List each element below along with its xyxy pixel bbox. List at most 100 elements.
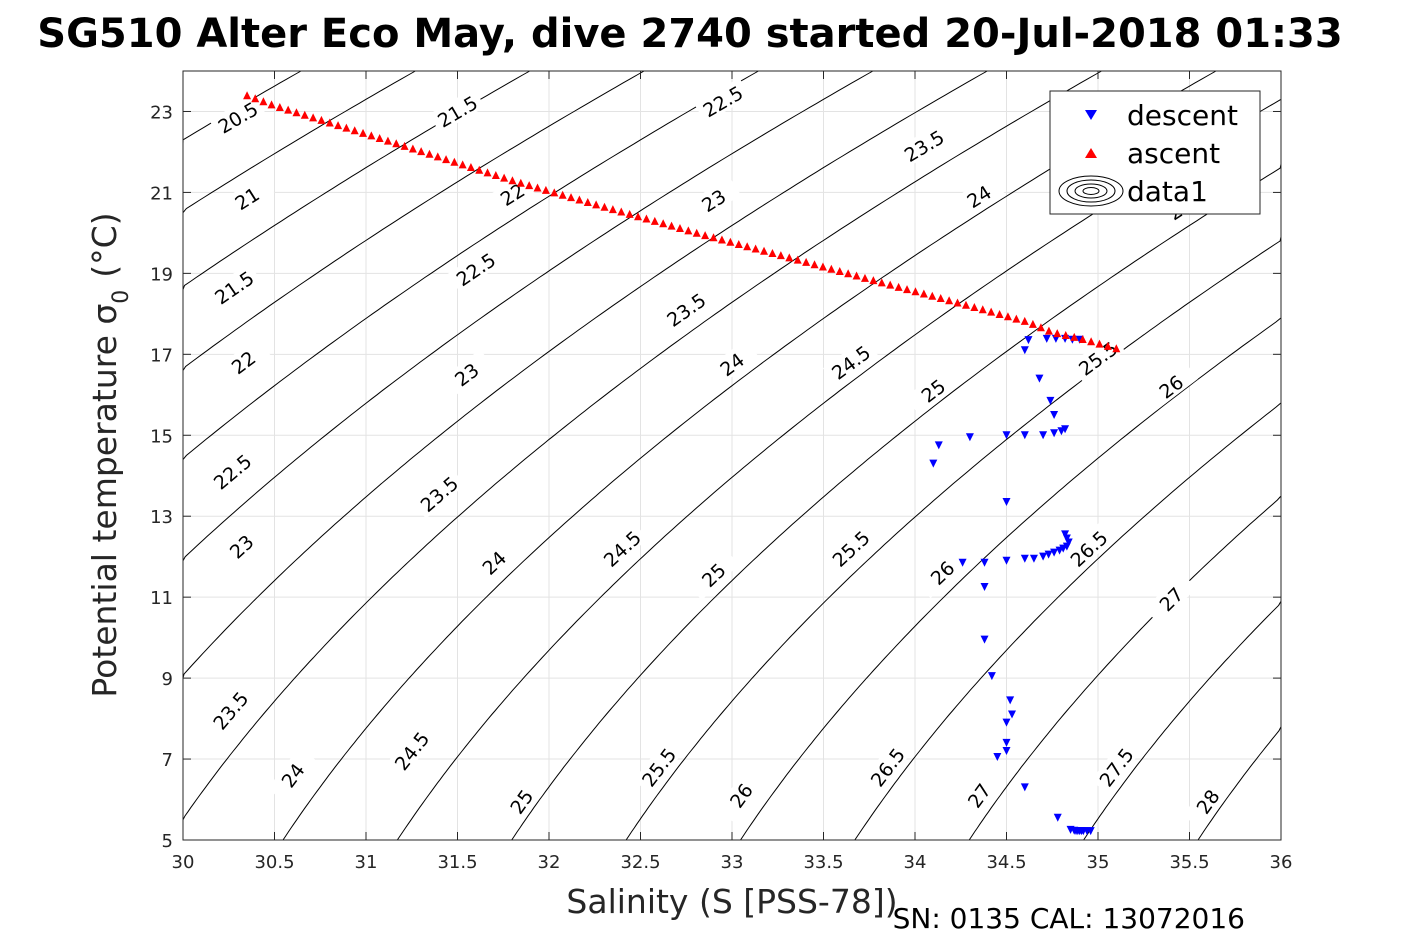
descent-point — [1042, 334, 1051, 343]
descent-point — [980, 635, 989, 644]
legend-descent-label: descent — [1127, 99, 1238, 132]
descent-point — [1035, 374, 1044, 383]
footer-calibration: SN: 0135 CAL: 13072016 — [893, 902, 1245, 935]
descent-point — [1050, 548, 1059, 557]
ascent-point — [1020, 316, 1029, 325]
contour-line — [968, 451, 1282, 841]
ascent-point — [1112, 344, 1121, 353]
contour-label-bg — [1182, 773, 1232, 829]
ascent-point — [894, 282, 903, 291]
descent-point — [1002, 738, 1011, 747]
contour-label-bg — [1144, 572, 1197, 625]
x-tick-label: 31 — [355, 852, 378, 873]
x-tick-label: 35.5 — [1169, 852, 1209, 873]
descent-point — [1029, 554, 1038, 563]
contour-label-bg — [823, 522, 877, 574]
y-tick-label: 9 — [162, 669, 173, 690]
x-axis-label: Salinity (S [PSS-78]) — [566, 882, 897, 921]
descent-point — [958, 558, 967, 567]
ascent-point — [466, 163, 475, 172]
ascent-point — [818, 262, 827, 271]
y-tick-label: 13 — [150, 507, 173, 528]
ascent-point — [684, 226, 693, 235]
contour-label-bg — [215, 337, 271, 386]
ascent-point — [667, 221, 676, 230]
contour-label-bg — [1090, 739, 1141, 794]
contour-label-bg — [950, 172, 1007, 219]
descent-point — [993, 753, 1002, 762]
ascent-point — [300, 110, 309, 119]
contour-line — [625, 208, 1282, 841]
ascent-point — [483, 168, 492, 177]
y-tick-label: 21 — [150, 183, 173, 204]
ascent-point — [987, 307, 996, 316]
ascent-point — [1053, 329, 1062, 338]
descent-point — [1064, 538, 1073, 547]
ascent-point — [835, 267, 844, 276]
ascent-point — [709, 233, 718, 242]
legend-ascent-marker — [1085, 148, 1097, 158]
svg-text:Potential temperature σ0(°C): Potential temperature σ0 (°C) — [85, 212, 134, 697]
ascent-point — [776, 251, 785, 260]
ascent-point — [734, 240, 743, 249]
ascent-point — [617, 207, 626, 216]
legend-ascent-label: ascent — [1127, 137, 1220, 170]
ascent-point — [284, 105, 293, 114]
descent-point — [929, 459, 938, 468]
ascent-point — [1070, 332, 1079, 341]
y-tick-label: 23 — [150, 102, 173, 123]
ascent-point — [325, 118, 334, 127]
ascent-point — [608, 205, 617, 214]
contour-label-bg — [218, 174, 275, 221]
x-tick-label: 36 — [1270, 852, 1293, 873]
ascent-point — [575, 195, 584, 204]
ascent-point — [317, 115, 326, 124]
descent-point — [1061, 425, 1070, 434]
ascent-point — [475, 165, 484, 174]
ascent-point — [802, 257, 811, 266]
ascent-point — [567, 193, 576, 202]
ascent-point — [408, 144, 417, 153]
contour-label-bg — [214, 520, 268, 572]
ascent-point — [659, 219, 668, 228]
descent-point — [1086, 827, 1095, 836]
contour-line — [182, 70, 416, 245]
contour-line — [182, 70, 988, 739]
ascent-point — [852, 271, 861, 280]
descent-point — [980, 583, 989, 592]
contour-label-bg — [206, 262, 262, 311]
contour-line — [740, 281, 1282, 841]
contour-label-bg — [484, 170, 540, 217]
descent-point — [1020, 346, 1029, 355]
ascent-point — [450, 157, 459, 166]
contour-label-bg — [686, 548, 740, 601]
ascent-point — [827, 264, 836, 273]
descent-point — [1006, 696, 1015, 705]
contour-label-bg — [895, 122, 952, 168]
x-tick-label: 31.5 — [437, 852, 477, 873]
ascent-point — [634, 212, 643, 221]
y-axis-label-unit: (°C) — [85, 212, 124, 277]
contour-label-bg — [466, 536, 520, 588]
contour-line — [182, 70, 1102, 840]
ascent-point — [995, 309, 1004, 318]
descent-point — [1002, 718, 1011, 727]
legend-data1-label: data1 — [1127, 175, 1208, 208]
ascent-point — [309, 113, 318, 122]
ascent-point — [919, 289, 928, 298]
descent-point — [1044, 550, 1053, 559]
descent-point — [1002, 431, 1011, 440]
contour-label-bg — [905, 365, 961, 415]
ascent-point — [903, 285, 912, 294]
descent-point — [1020, 783, 1029, 792]
ascent-point — [558, 190, 567, 199]
contour-label-bg — [633, 739, 683, 794]
contour-line — [182, 70, 645, 407]
ascent-point — [375, 134, 384, 143]
descent-point — [1039, 552, 1048, 561]
ascent-point — [886, 280, 895, 289]
ascent-point — [701, 231, 710, 240]
x-tick-label: 32 — [538, 852, 561, 873]
descent-point — [1077, 827, 1086, 836]
legend-descent-marker — [1085, 110, 1097, 120]
